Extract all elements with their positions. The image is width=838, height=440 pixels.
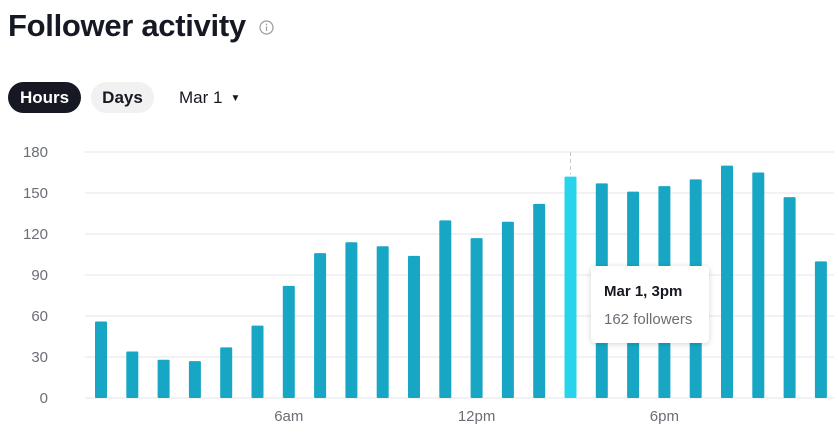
- chart-bar[interactable]: [470, 238, 483, 398]
- chart-bar[interactable]: [564, 176, 577, 398]
- follower-activity-chart: 0 30 60 90 120 150 180 6am 12pm 6pm: [23, 144, 834, 425]
- caret-down-icon: ▼: [230, 93, 241, 104]
- y-tick-label: 90: [31, 267, 48, 284]
- chart-bar[interactable]: [314, 253, 327, 398]
- x-tick-label: 6am: [274, 408, 303, 425]
- tooltip-value: 162 followers: [604, 311, 693, 328]
- y-tick-label: 0: [40, 390, 48, 407]
- chart-bar[interactable]: [188, 361, 201, 398]
- chart-bar[interactable]: [345, 242, 358, 398]
- chart-bar[interactable]: [721, 165, 733, 398]
- chart-bar[interactable]: [220, 347, 233, 398]
- chart-bar[interactable]: [814, 261, 827, 398]
- y-tick-label: 30: [31, 349, 48, 366]
- y-tick-label: 120: [23, 226, 48, 243]
- date-dropdown-label: Mar 1: [179, 88, 223, 107]
- chart-bar[interactable]: [501, 221, 514, 398]
- chart-bar[interactable]: [439, 220, 452, 398]
- x-tick-label: 6pm: [650, 408, 679, 425]
- chart-bar[interactable]: [783, 197, 796, 398]
- chart-bar[interactable]: [157, 359, 170, 398]
- chart-bar[interactable]: [95, 321, 107, 398]
- chart-bar[interactable]: [251, 325, 264, 398]
- chart-bar[interactable]: [752, 172, 765, 399]
- days-toggle-button[interactable]: Days: [91, 82, 154, 113]
- chart-tooltip: Mar 1, 3pm 162 followers: [591, 266, 709, 343]
- info-circle-icon[interactable]: [259, 20, 274, 35]
- chart-bar[interactable]: [282, 285, 295, 398]
- chart-bar[interactable]: [533, 203, 546, 398]
- page-title: Follower activity: [8, 8, 246, 43]
- y-tick-label: 150: [23, 185, 48, 202]
- y-tick-label: 180: [23, 144, 48, 161]
- chart-bar[interactable]: [126, 351, 139, 398]
- chart-bar[interactable]: [408, 255, 420, 398]
- tooltip-title: Mar 1, 3pm: [604, 283, 683, 300]
- date-dropdown[interactable]: Mar 1 ▼: [179, 82, 240, 113]
- chart-bar[interactable]: [376, 246, 389, 398]
- x-tick-label: 12pm: [458, 408, 496, 425]
- hours-toggle-button[interactable]: Hours: [8, 82, 81, 113]
- y-tick-label: 60: [31, 308, 48, 325]
